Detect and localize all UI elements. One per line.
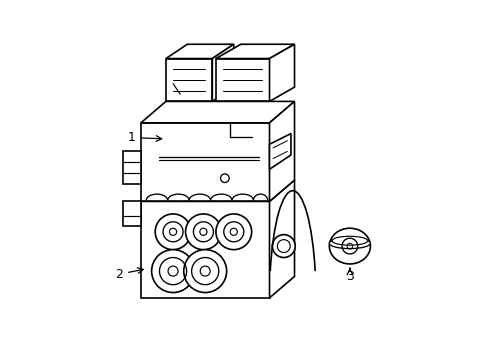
Polygon shape <box>165 59 212 102</box>
Polygon shape <box>123 152 141 184</box>
Circle shape <box>272 235 295 257</box>
Text: 2: 2 <box>115 268 122 281</box>
Polygon shape <box>141 102 294 123</box>
Circle shape <box>155 214 190 249</box>
Polygon shape <box>141 123 269 202</box>
Polygon shape <box>165 44 233 59</box>
Circle shape <box>216 214 251 249</box>
Polygon shape <box>269 102 294 202</box>
Polygon shape <box>141 202 269 298</box>
Polygon shape <box>216 59 269 102</box>
Polygon shape <box>212 44 233 102</box>
Circle shape <box>151 249 194 293</box>
Polygon shape <box>269 44 294 102</box>
Text: 1: 1 <box>128 131 136 144</box>
Ellipse shape <box>331 236 367 245</box>
Circle shape <box>185 214 221 249</box>
Polygon shape <box>141 180 294 202</box>
Polygon shape <box>269 180 294 298</box>
Polygon shape <box>269 134 290 169</box>
Circle shape <box>220 174 229 183</box>
Circle shape <box>183 249 226 293</box>
Polygon shape <box>123 202 141 226</box>
Ellipse shape <box>328 238 370 249</box>
Ellipse shape <box>328 228 370 264</box>
Polygon shape <box>216 44 294 59</box>
Text: 3: 3 <box>345 270 353 283</box>
